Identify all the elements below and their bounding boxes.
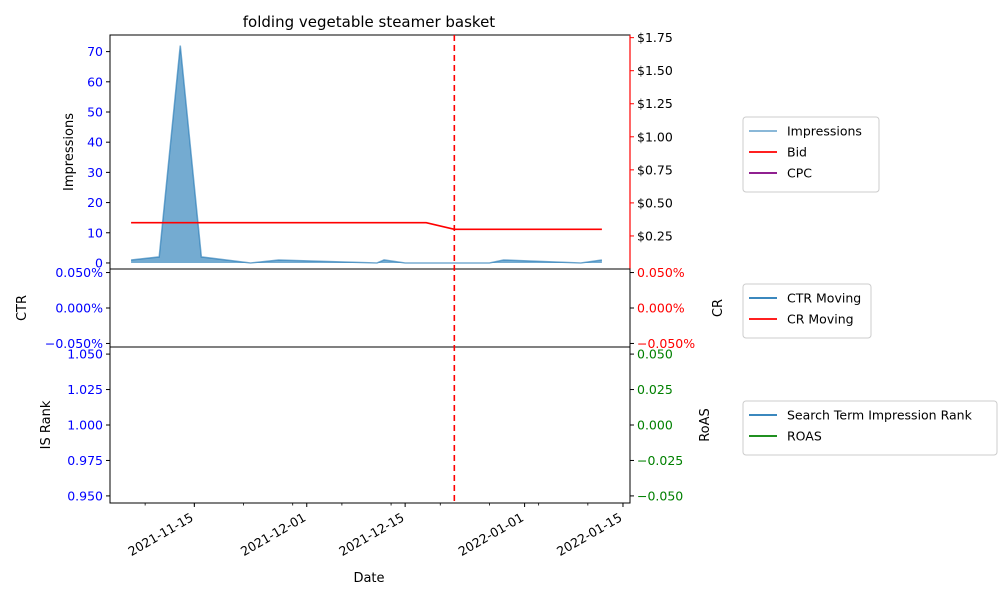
y-tick-label: 70 bbox=[87, 44, 103, 59]
y2-tick-label: −0.050 bbox=[637, 488, 683, 503]
y-tick-label: 50 bbox=[87, 104, 103, 119]
y-tick-label: 20 bbox=[87, 195, 103, 210]
y-tick-label: 40 bbox=[87, 135, 103, 150]
y2-tick-label: $1.75 bbox=[637, 30, 673, 45]
y2-tick-label: $0.25 bbox=[637, 228, 673, 243]
y-tick-label: 10 bbox=[87, 225, 103, 240]
chart-title: folding vegetable steamer basket bbox=[243, 13, 496, 31]
y-tick-label: 1.050 bbox=[67, 347, 103, 362]
y-tick-label: 0.950 bbox=[67, 488, 103, 503]
y2-tick-label: 0.000 bbox=[637, 418, 673, 433]
legend-label: ROAS bbox=[787, 429, 822, 444]
y-tick-label: 0 bbox=[95, 255, 103, 270]
y-tick-label: 0.050% bbox=[55, 265, 103, 280]
y2-tick-label: 0.050 bbox=[637, 347, 673, 362]
legend-bottom: Search Term Impression Rank ROAS bbox=[742, 400, 998, 456]
y2-tick-label: $1.25 bbox=[637, 96, 673, 111]
y2-tick-label: 0.025 bbox=[637, 382, 673, 397]
y2-tick-label: −0.025 bbox=[637, 453, 683, 468]
y2-tick-label: $0.75 bbox=[637, 162, 673, 177]
y2-tick-label: −0.050% bbox=[637, 336, 695, 351]
y-axis-label: Impressions bbox=[62, 113, 77, 191]
x-tick-label: 2021-12-01 bbox=[238, 510, 308, 559]
legend-top: Impressions Bid CPC bbox=[742, 116, 880, 193]
x-tick-label: 2021-11-15 bbox=[125, 510, 195, 559]
y2-tick-label: $1.00 bbox=[637, 129, 673, 144]
y-tick-label: 30 bbox=[87, 165, 103, 180]
legend-label: CR Moving bbox=[787, 312, 854, 327]
y-tick-label: 1.000 bbox=[67, 418, 103, 433]
bid-line bbox=[131, 221, 602, 231]
y2-tick-label: $0.50 bbox=[637, 195, 673, 210]
y2-tick-label: $1.50 bbox=[637, 63, 673, 78]
impressions-area bbox=[131, 45, 602, 263]
middle-panel-frame bbox=[109, 268, 631, 348]
y2-tick-label: 0.050% bbox=[637, 265, 685, 280]
legend-frame bbox=[742, 400, 998, 456]
y-axis-label: IS Rank bbox=[39, 400, 54, 449]
y-tick-label: 0.975 bbox=[67, 453, 103, 468]
legend-middle: CTR Moving CR Moving bbox=[742, 283, 872, 339]
legend-label: Impressions bbox=[787, 124, 862, 139]
impressions-line bbox=[131, 45, 602, 264]
y2-axis-label: CR bbox=[711, 299, 726, 317]
y-tick-label: −0.050% bbox=[45, 336, 103, 351]
legend-label: Bid bbox=[787, 145, 807, 160]
y-tick-label: 1.025 bbox=[67, 382, 103, 397]
y2-axis-label: RoAS bbox=[698, 408, 713, 442]
y2-tick-label: 0.000% bbox=[637, 301, 685, 316]
y-axis-label: CTR bbox=[15, 295, 30, 321]
x-tick-label: 2022-01-01 bbox=[456, 510, 526, 559]
legend-label: CTR Moving bbox=[787, 291, 861, 306]
legend-label: Search Term Impression Rank bbox=[787, 408, 973, 423]
x-axis-label: Date bbox=[353, 571, 384, 586]
bottom-panel-frame bbox=[109, 346, 631, 504]
y-tick-label: 60 bbox=[87, 74, 103, 89]
legend-label: CPC bbox=[787, 166, 812, 181]
x-tick-label: 2022-01-15 bbox=[554, 510, 624, 559]
y-tick-label: 0.000% bbox=[55, 301, 103, 316]
x-tick-label: 2021-12-15 bbox=[336, 510, 406, 559]
